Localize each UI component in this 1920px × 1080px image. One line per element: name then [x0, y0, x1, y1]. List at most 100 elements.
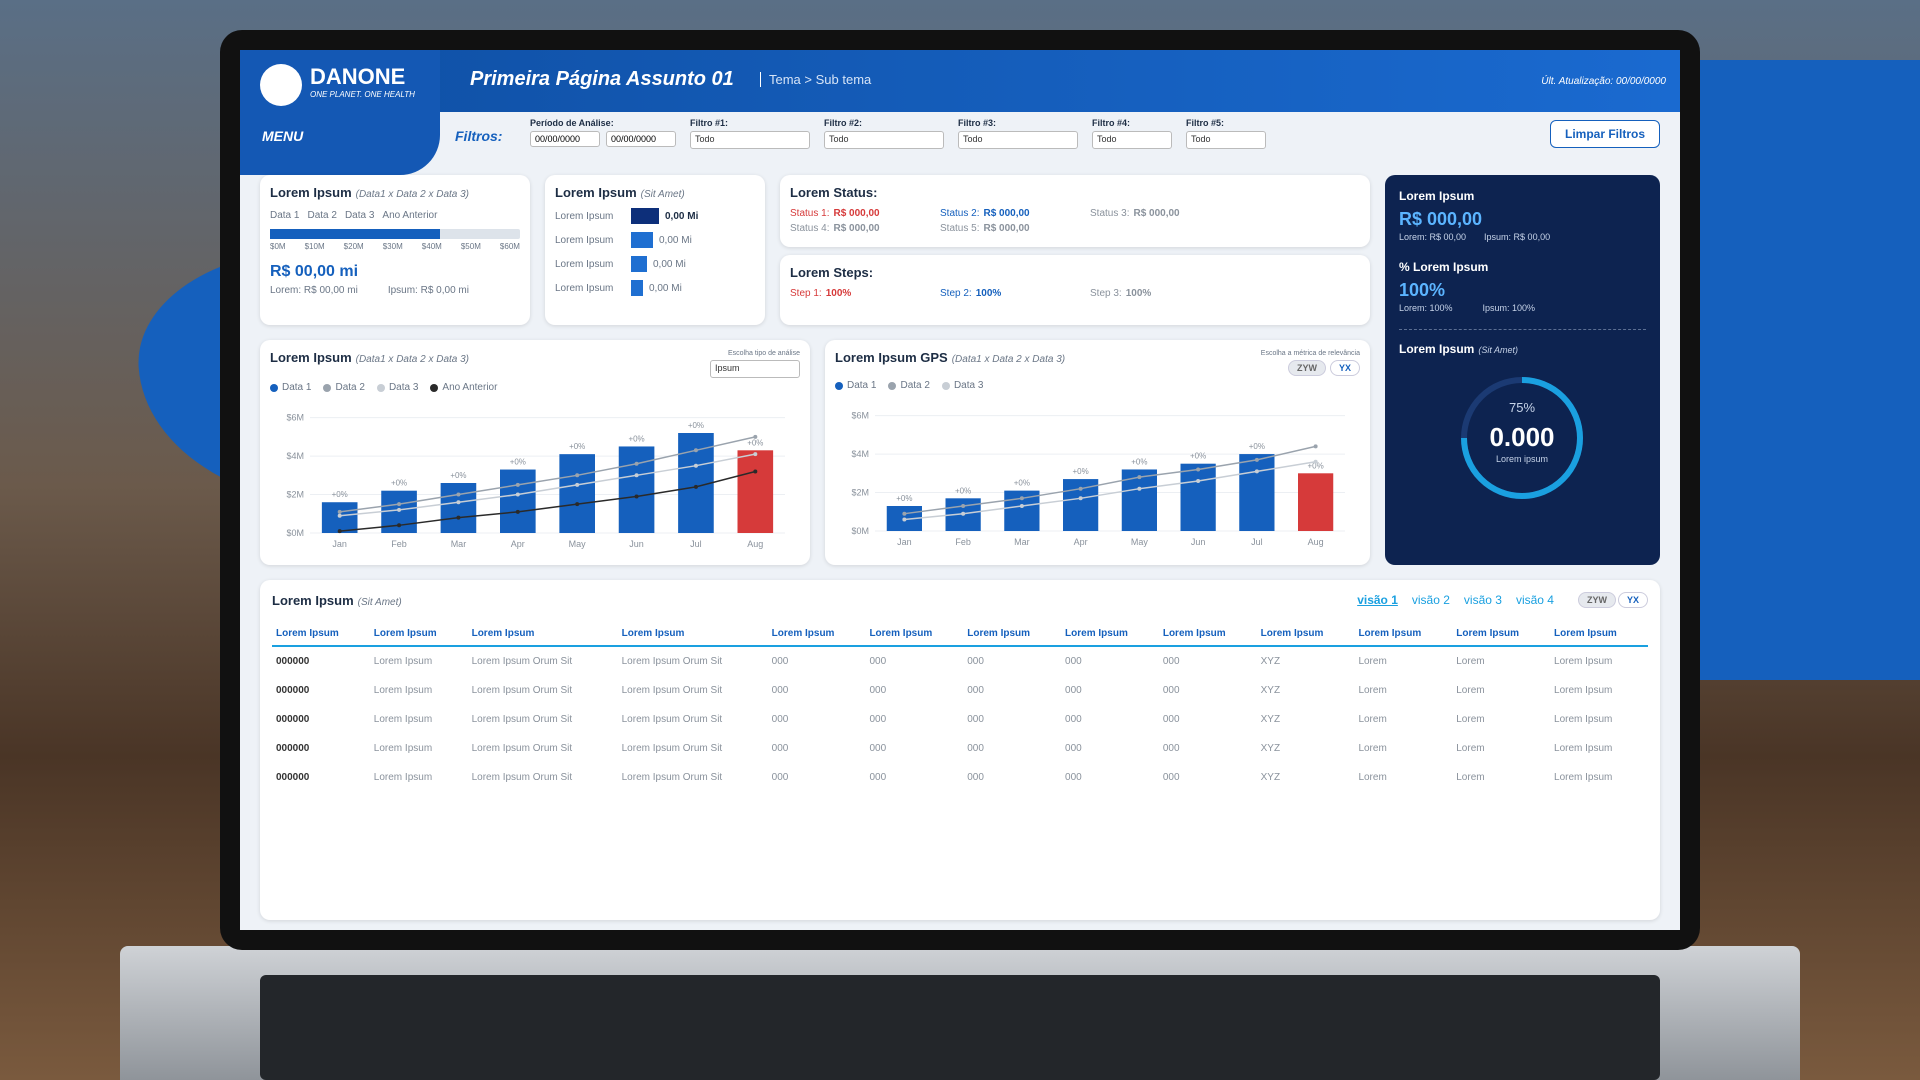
filter-select[interactable]: Todo: [1092, 131, 1172, 149]
point: [1313, 444, 1318, 449]
toggle-option[interactable]: YX: [1329, 360, 1360, 376]
table-row[interactable]: 000000 Lorem Ipsum Lorem Ipsum Orum Sit Lor…: [272, 734, 1648, 763]
kv-value: 100%: [975, 288, 1002, 299]
point: [902, 511, 907, 516]
kv-item: Status 1: R$ 000,00: [790, 208, 920, 219]
point: [397, 507, 402, 512]
legend-item: Data 1: [835, 380, 876, 391]
kv-label: Status 4:: [790, 223, 830, 234]
table-cell: 000: [771, 656, 789, 667]
card-title: Lorem Status:: [790, 185, 878, 200]
legend-label: Data 3: [388, 382, 419, 393]
panel-text: % Lorem Ipsum: [1399, 260, 1489, 274]
x-tick-label: Feb: [955, 537, 971, 547]
date-input[interactable]: 00/00/0000: [530, 131, 600, 147]
table-row[interactable]: 000000 Lorem Ipsum Lorem Ipsum Orum Sit Lor…: [272, 676, 1648, 705]
toggle-option[interactable]: YX: [1617, 592, 1648, 608]
filter-select[interactable]: Todo: [958, 131, 1078, 149]
table-cell: Lorem: [1358, 743, 1387, 754]
point: [1137, 486, 1142, 491]
table-cell: Lorem: [1456, 685, 1485, 696]
view-tab[interactable]: visão 1: [1357, 593, 1398, 607]
table-cell: Lorem: [1358, 714, 1387, 725]
filter-select[interactable]: Todo: [1186, 131, 1266, 149]
table-row[interactable]: 000000 Lorem Ipsum Lorem Ipsum Orum Sit Lor…: [272, 705, 1648, 734]
bar-annotation: +0%: [688, 421, 704, 430]
x-tick-label: Jun: [1191, 537, 1206, 547]
row-value: 0,00 Mi: [665, 210, 699, 222]
chart-control: Escolha a métrica de relevância ZYW YX: [1261, 350, 1360, 376]
point: [634, 461, 639, 466]
point: [1078, 496, 1083, 501]
table-cell: 000: [967, 685, 984, 696]
table-cell: Lorem: [1456, 656, 1485, 667]
view-tab[interactable]: visão 4: [1515, 593, 1554, 607]
line: [339, 436, 756, 513]
legend-swatch: [888, 381, 897, 390]
toggle-option[interactable]: ZYW: [1577, 592, 1616, 608]
point: [456, 492, 461, 497]
bar-annotation: +0%: [569, 442, 585, 451]
column-header: Lorem Ipsum: [467, 622, 618, 647]
column-header: Lorem Ipsum: [1550, 622, 1648, 647]
detail: Lorem: 100%: [1399, 303, 1453, 313]
kpi-details: Lorem: R$ 00,00 mi Ipsum: R$ 0,00 mi: [270, 285, 520, 296]
chart-head: Lorem Ipsum (Data1 x Data 2 x Data 3) Esco…: [270, 350, 800, 378]
table-cell: XYZ: [1260, 685, 1281, 696]
table-cell: Lorem: [1358, 685, 1387, 696]
legend-item: Ano Anterior: [382, 210, 438, 221]
table-cell: 000: [869, 772, 887, 783]
column-header: Lorem Ipsum: [1061, 622, 1159, 647]
x-tick-label: Apr: [1074, 537, 1088, 547]
point: [575, 482, 580, 487]
detail: Lorem: R$ 00,00: [1399, 232, 1467, 242]
x-tick-label: Mar: [451, 539, 467, 549]
clear-filters-button[interactable]: Limpar Filtros: [1549, 120, 1660, 148]
bar: [618, 446, 655, 533]
view-tab[interactable]: visão 3: [1463, 593, 1502, 607]
kv-label: Status 2:: [940, 208, 980, 219]
table-cell: Lorem: [1456, 772, 1485, 783]
table-cell: 000000: [276, 685, 310, 696]
kv-value: R$ 000,00: [833, 223, 880, 234]
legend-label: Data 2: [335, 382, 365, 393]
table-cell: Lorem: [1358, 656, 1387, 667]
kv-value: 100%: [825, 288, 852, 299]
row-label: Lorem Ipsum: [555, 210, 614, 222]
menu-button[interactable]: MENU: [262, 128, 304, 144]
point: [693, 463, 698, 468]
table-cell: Lorem Ipsum: [1554, 685, 1613, 696]
x-tick-label: Jun: [629, 539, 644, 549]
view-tab[interactable]: visão 2: [1411, 593, 1450, 607]
table-cell: 000000: [276, 772, 310, 783]
title: Lorem Ipsum: [555, 185, 637, 200]
point: [1313, 459, 1318, 464]
subtitle: (Sit Amet): [357, 597, 402, 608]
progress-track: [270, 229, 520, 239]
date-input[interactable]: 00/00/0000: [606, 131, 676, 147]
view-tabs: visão 1 visão 2 visão 3 visão 4 ZYW YX: [1357, 592, 1648, 608]
bar-annotation: +0%: [628, 434, 644, 443]
table-cell: Lorem Ipsum Orum Sit: [621, 743, 723, 754]
detail: Lorem: R$ 00,00 mi: [270, 285, 358, 296]
toggle-option[interactable]: ZYW: [1287, 360, 1326, 376]
point: [1078, 486, 1083, 491]
filter-select[interactable]: Todo: [824, 131, 944, 149]
card-title: Lorem Steps:: [790, 265, 874, 280]
table-cell: Lorem Ipsum: [1554, 714, 1613, 725]
filter: Filtro #5: Todo: [1186, 118, 1266, 149]
filter-select[interactable]: Todo: [690, 131, 810, 149]
point: [397, 502, 402, 507]
table-cell: Lorem Ipsum Orum Sit: [471, 743, 573, 754]
table-cell: 000000: [276, 743, 310, 754]
dropdown[interactable]: Ipsum: [710, 360, 800, 378]
x-tick-label: Aug: [1308, 537, 1324, 547]
steps-card: Lorem Steps: Step 1: 100% Step 2: 100% Step 3…: [780, 255, 1370, 325]
legend-item: Data 2: [323, 382, 365, 393]
kv-value: R$ 000,00: [1133, 208, 1180, 219]
table-row[interactable]: 000000 Lorem Ipsum Lorem Ipsum Orum Sit Lor…: [272, 763, 1648, 792]
scale-label: $30M: [382, 242, 403, 251]
table-row[interactable]: 000000 Lorem Ipsum Lorem Ipsum Orum Sit Lor…: [272, 646, 1648, 676]
table-cell: Lorem Ipsum: [373, 743, 433, 754]
x-tick-label: Jul: [690, 539, 702, 549]
